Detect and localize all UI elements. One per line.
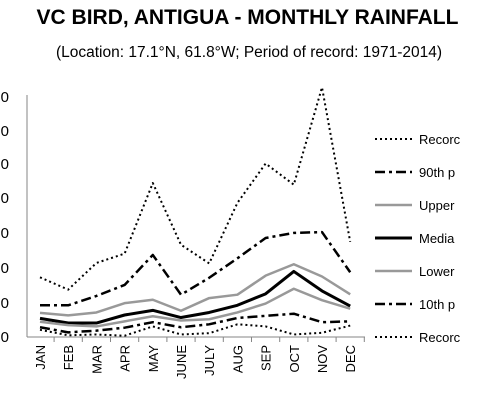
series-line-4 bbox=[39, 269, 351, 325]
x-tick-label: JULY bbox=[202, 345, 217, 376]
x-tick-label: APR bbox=[118, 345, 133, 372]
legend-label-1: Recorc bbox=[419, 132, 461, 147]
y-tick-label: 0 bbox=[1, 260, 9, 277]
chart-title: VC BIRD, ANTIGUA - MONTHLY RAINFALL bbox=[36, 6, 459, 29]
y-tick-label: 0 bbox=[1, 89, 9, 106]
legend-label-7: Recorc bbox=[419, 330, 461, 345]
x-tick-label: MAR bbox=[89, 345, 104, 374]
legend-label-6: 10th p bbox=[419, 297, 455, 312]
x-tick-label: JAN bbox=[33, 345, 48, 370]
y-tick-label: 0 bbox=[1, 123, 9, 140]
legend-label-3: Upper bbox=[419, 198, 455, 213]
legend-label-5: Lower bbox=[419, 264, 455, 279]
legend: Recorc 90th p Upper Media Lower 10th p Recorc bbox=[375, 132, 461, 345]
x-tick-label: OCT bbox=[287, 345, 302, 373]
series-layer bbox=[39, 86, 352, 337]
series-line-3 bbox=[39, 262, 351, 317]
legend-label-2: 90th p bbox=[419, 165, 455, 180]
y-tick-label: 0 bbox=[1, 156, 9, 173]
series-line-1 bbox=[39, 86, 352, 291]
y-tick-label: 0 bbox=[1, 225, 9, 242]
chart-subtitle: (Location: 17.1°N, 61.8°W; Period of rec… bbox=[55, 44, 443, 61]
y-tick-label: 0 bbox=[1, 329, 9, 346]
x-tick-label: MAY bbox=[146, 345, 161, 373]
y-tick-label: 0 bbox=[1, 190, 9, 207]
x-tick-label: JUNE bbox=[174, 345, 189, 379]
legend-label-4: Media bbox=[419, 231, 455, 246]
x-tick-label: FEB bbox=[61, 345, 76, 370]
y-tick-label: 0 bbox=[1, 295, 9, 312]
x-tick-label: DEC bbox=[343, 345, 358, 372]
x-tick-label: NOV bbox=[315, 345, 330, 374]
series-line-5 bbox=[39, 287, 351, 328]
series-line-6 bbox=[39, 312, 351, 334]
x-tick-label: SEP bbox=[259, 345, 274, 371]
axis-layer: 0 0 0 0 0 0 0 0 JAN FEB MAR APR MAY JUNE JULY AUG SEP OCT… bbox=[1, 89, 365, 379]
series-line-2 bbox=[40, 230, 352, 307]
x-tick-label: AUG bbox=[230, 345, 245, 373]
